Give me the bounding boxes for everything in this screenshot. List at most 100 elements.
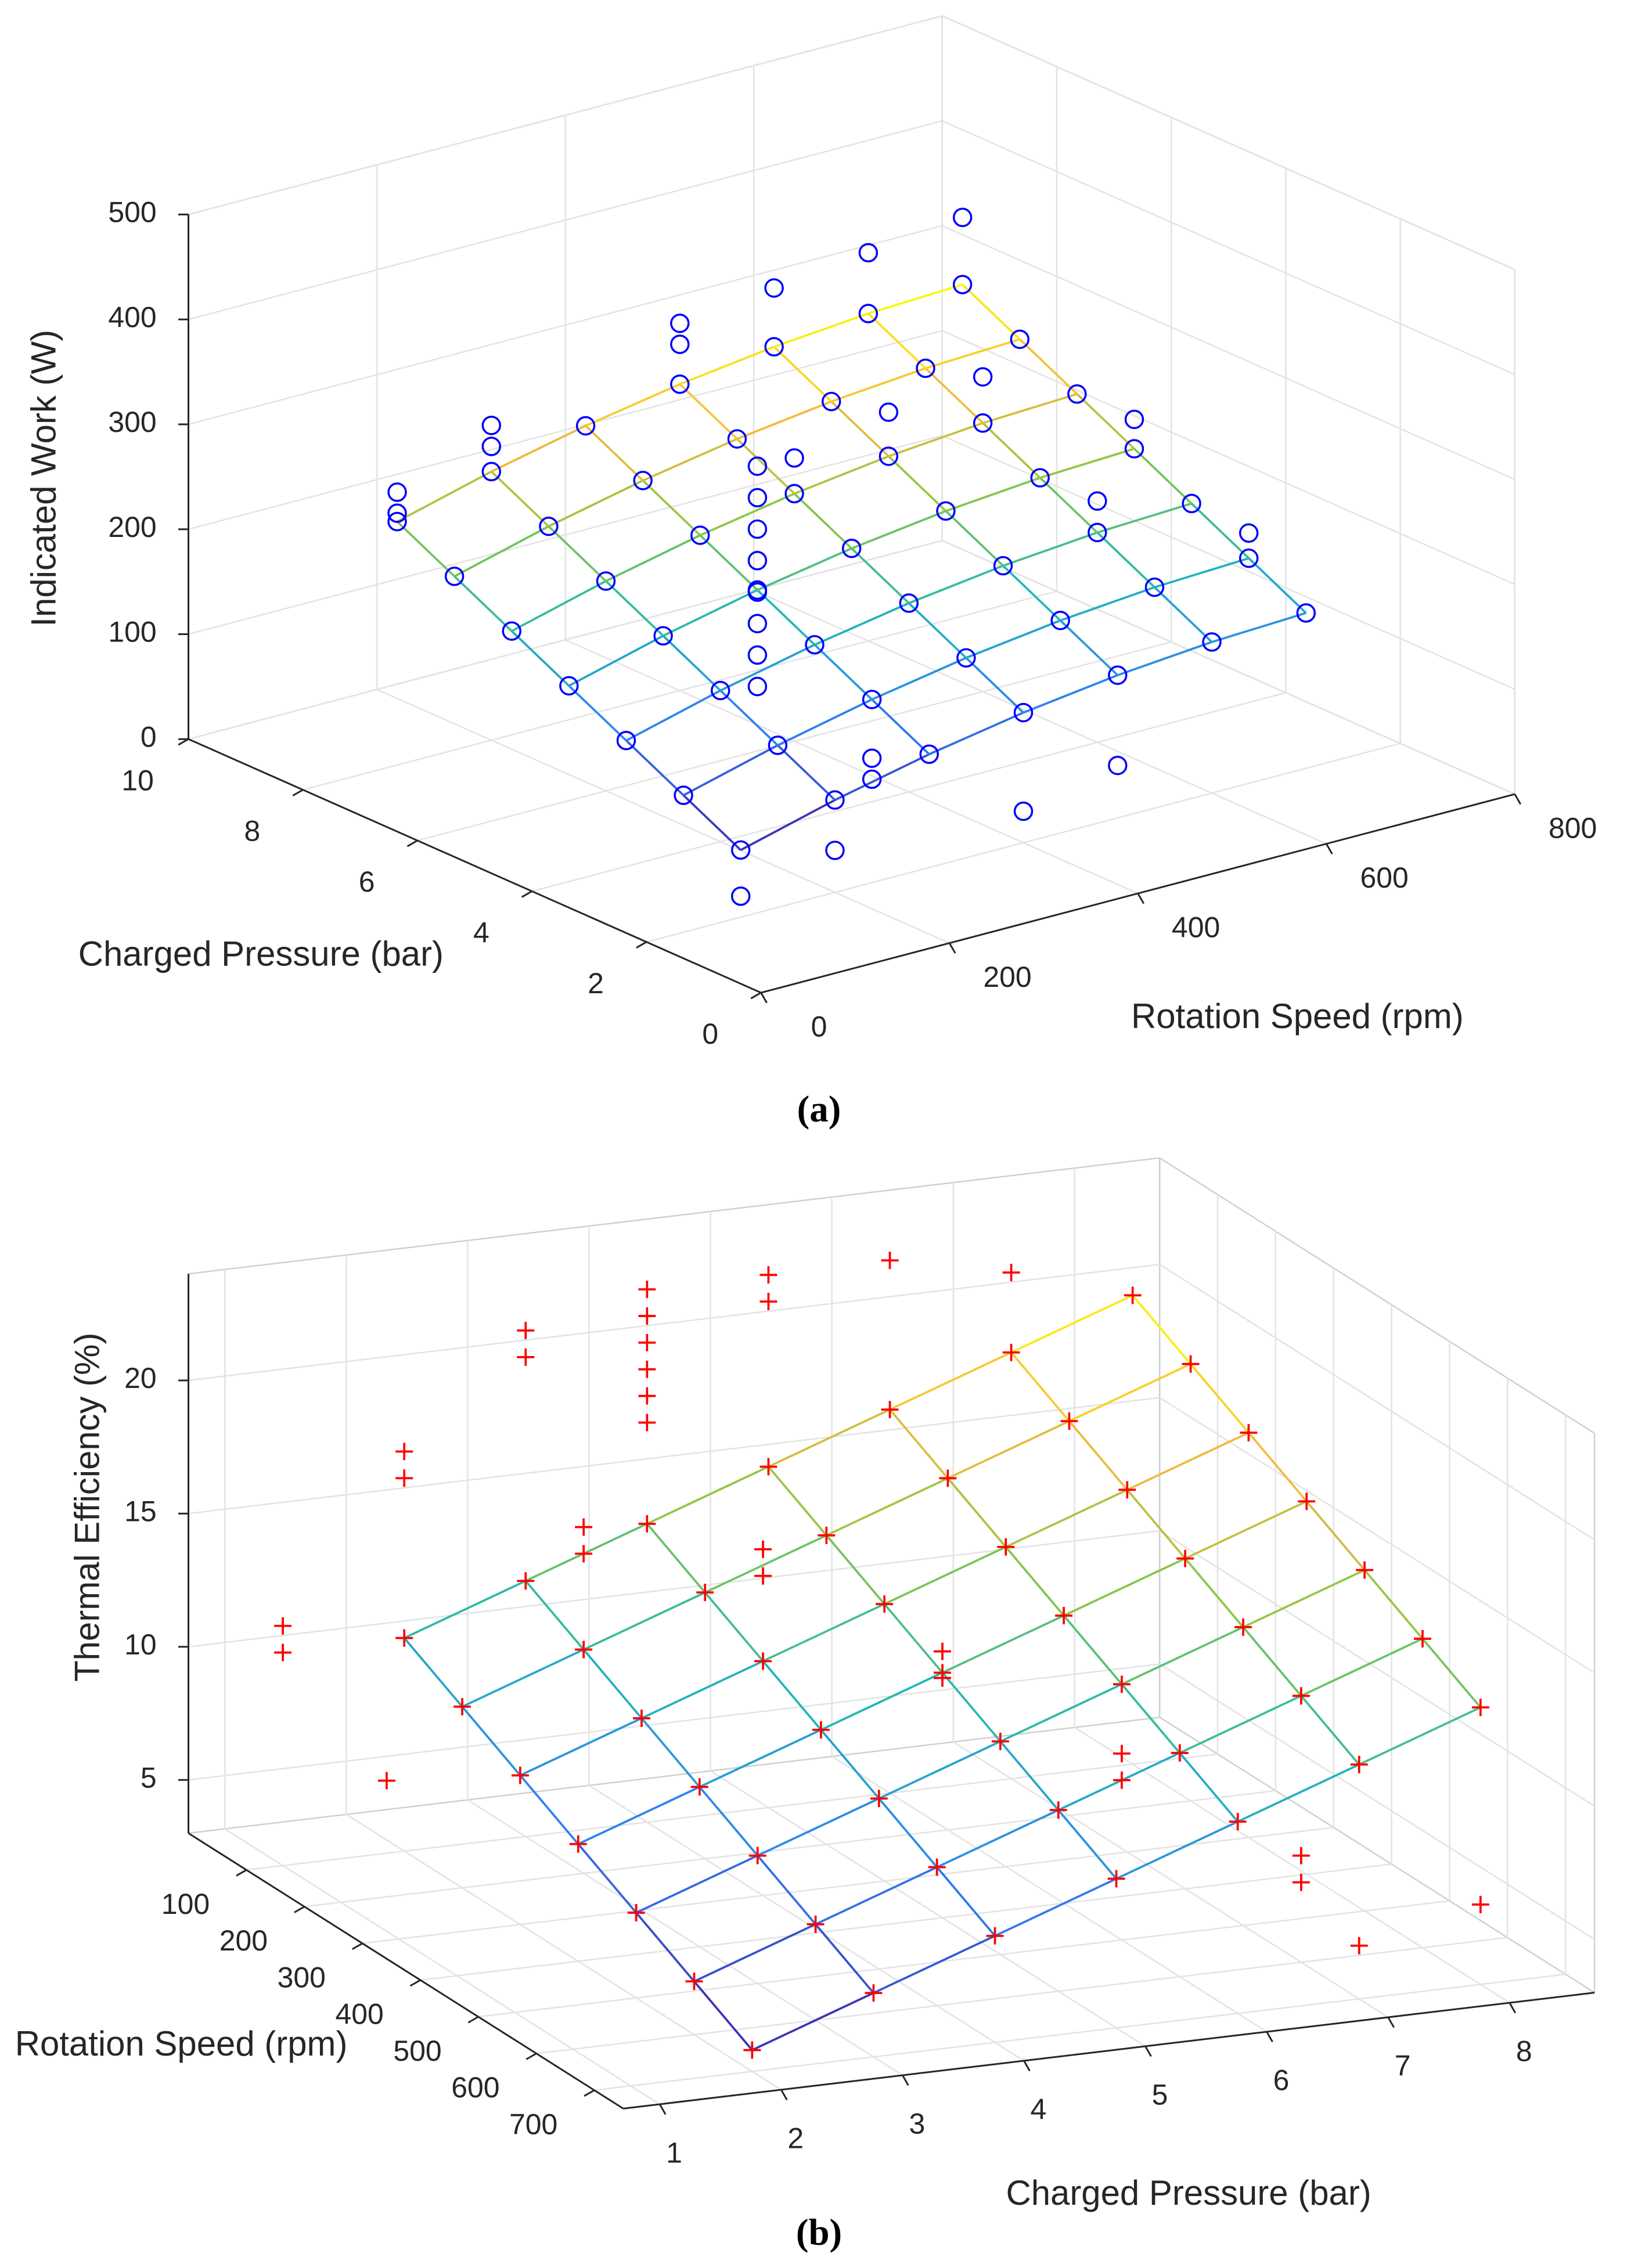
mesh-line: [889, 1408, 949, 1479]
mesh-line: [719, 690, 779, 747]
mesh-line: [704, 1534, 827, 1593]
y-tick-label: 700: [509, 2108, 557, 2140]
data-point: [511, 1766, 529, 1784]
mesh-line: [813, 644, 873, 701]
z-tick-label: 500: [108, 196, 156, 229]
mesh-line: [867, 312, 927, 369]
box-edge: [1159, 1717, 1595, 1993]
data-point: [747, 645, 768, 665]
mesh-line: [777, 698, 873, 747]
data-point: [1124, 409, 1144, 430]
mesh-line: [867, 283, 963, 315]
mesh-line: [1301, 1638, 1423, 1697]
data-point: [1055, 1607, 1073, 1625]
mesh-line: [511, 580, 607, 632]
mesh-line: [794, 455, 890, 495]
data-point: [711, 680, 730, 701]
mesh-line: [524, 1580, 585, 1650]
mesh-line: [942, 1614, 1064, 1674]
mesh-line: [640, 1717, 701, 1788]
grid-line: [188, 1530, 1160, 1648]
mesh-line: [1005, 1488, 1128, 1548]
data-point: [730, 886, 751, 906]
mesh-line: [582, 1649, 643, 1719]
data-point: [1107, 1870, 1125, 1888]
mesh-line: [683, 744, 779, 796]
mesh-line: [757, 1855, 817, 1926]
mesh-line: [519, 1775, 579, 1845]
mesh-line: [1248, 557, 1307, 614]
mesh-line: [1300, 1695, 1360, 1765]
mesh-line: [1057, 1752, 1180, 1811]
grid-line: [188, 120, 943, 320]
data-point: [616, 730, 636, 751]
box-edge: [1159, 1157, 1595, 1434]
mesh-line: [851, 547, 910, 604]
data-point: [1067, 384, 1087, 404]
y-tick: [292, 789, 304, 796]
data-point: [997, 1538, 1015, 1556]
mesh-line: [1242, 1626, 1302, 1697]
z-axis-label: Indicated Work (W): [24, 330, 63, 627]
data-point: [559, 676, 579, 696]
mesh-line: [815, 1866, 938, 1926]
grid-line: [942, 15, 1515, 271]
data-point: [1239, 548, 1259, 568]
y-axis-label: Rotation Speed (rpm): [15, 2024, 348, 2063]
x-tick-label: 8: [1516, 2035, 1532, 2068]
data-point: [993, 556, 1013, 576]
data-point: [377, 1772, 395, 1790]
mesh-line: [1121, 1626, 1244, 1686]
data-point: [881, 1252, 899, 1270]
x-tick-label: 2: [787, 2122, 804, 2154]
grid-line: [188, 1663, 1160, 1781]
y-tick-label: 8: [244, 815, 261, 848]
data-point: [1292, 1847, 1310, 1865]
grid-line: [588, 1784, 1025, 2062]
data-point: [730, 840, 751, 860]
data-point: [858, 304, 879, 323]
mesh-line: [1063, 1557, 1186, 1617]
data-point: [453, 1698, 471, 1716]
grid-line: [942, 435, 1515, 690]
z-tick-label: 200: [108, 511, 156, 543]
y-tick: [294, 1906, 305, 1913]
data-point: [986, 1927, 1004, 1945]
mesh-line: [928, 711, 1024, 755]
data-point: [747, 614, 768, 633]
mesh-line: [1010, 1294, 1133, 1354]
data-point: [818, 1526, 836, 1544]
data-point: [696, 1584, 714, 1602]
mesh-line: [820, 1671, 943, 1731]
data-point: [748, 1847, 766, 1865]
grid-line: [753, 589, 1327, 845]
data-point: [1229, 1813, 1247, 1831]
mesh-line: [945, 510, 1004, 567]
mesh-line: [462, 1648, 584, 1708]
data-point: [759, 1293, 777, 1311]
y-tick-label: 6: [359, 866, 375, 898]
mesh-line: [878, 1797, 938, 1868]
mesh-line: [641, 1660, 764, 1719]
mesh-line: [1115, 1820, 1239, 1880]
data-point: [685, 1973, 703, 1991]
data-point: [627, 1903, 645, 1921]
x-axis-label: Rotation Speed (rpm): [1131, 997, 1464, 1036]
mesh-line: [830, 401, 890, 457]
data-point: [274, 1643, 292, 1661]
data-point: [387, 503, 407, 523]
data-point: [1350, 1937, 1368, 1955]
mesh-line: [936, 1866, 996, 1937]
x-tick-label: 3: [909, 2108, 925, 2140]
y-tick: [521, 890, 532, 898]
data-point: [539, 516, 559, 536]
grid-line: [1074, 1726, 1510, 2004]
box-edge: [188, 1157, 1160, 1275]
data-point: [633, 471, 653, 491]
mesh-line: [757, 547, 852, 592]
data-point: [1002, 1264, 1020, 1282]
mesh-line: [461, 1705, 521, 1776]
mesh-line: [679, 345, 775, 385]
data-point: [569, 1835, 587, 1853]
grid-line: [710, 1770, 1146, 2047]
